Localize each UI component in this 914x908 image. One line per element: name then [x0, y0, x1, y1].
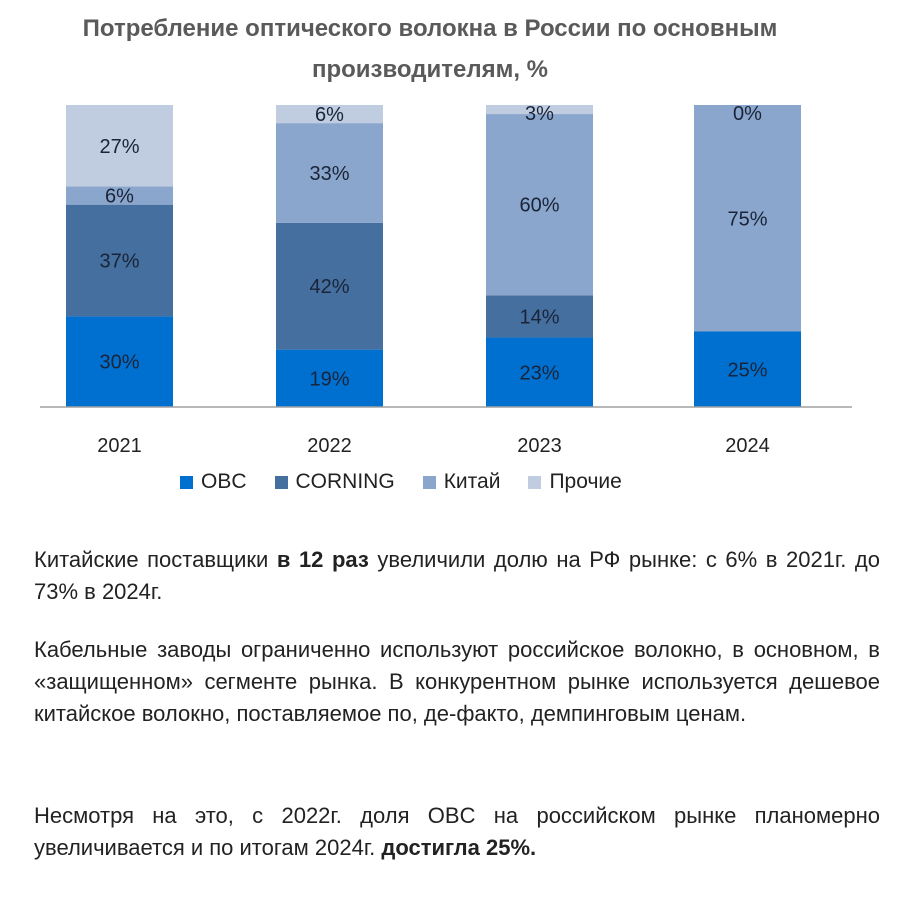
data-label: 27%: [99, 136, 139, 158]
bar-segment-2023-0: [486, 337, 593, 407]
legend-label: Китай: [443, 470, 501, 493]
data-label: 42%: [309, 276, 349, 298]
bar-segment-2022-1: [276, 222, 383, 350]
legend-label: CORNING: [295, 470, 395, 493]
legend: OBC CORNING Китай Прочие: [180, 470, 622, 494]
data-label: 33%: [309, 163, 349, 185]
data-label: 75%: [727, 208, 767, 230]
bar-segment-2021-0: [66, 316, 173, 407]
legend-swatch: [180, 475, 193, 489]
stacked-bar-chart: 30% 37% 6% 27% 2021 19% 42% 33% 6% 2022 23% 14% 60% 3…: [40, 103, 852, 457]
data-label: 25%: [727, 359, 767, 381]
bar-segment-2021-3: [66, 105, 173, 187]
chart-title: Потребление оптического волокна в России…: [82, 15, 778, 83]
legend-item: OBC: [180, 470, 247, 494]
data-label: 23%: [519, 362, 559, 384]
bar-segment-2023-2: [486, 114, 593, 296]
legend-label: OBC: [201, 470, 247, 493]
bar-segment-2023-1: [486, 295, 593, 338]
data-label: 0%: [733, 103, 762, 125]
legend-swatch: [274, 475, 288, 489]
bar-segment-2023-3: [486, 105, 593, 115]
paragraph-china: Китайские поставщики в 12 раз увеличили …: [34, 547, 880, 604]
x-tick-label: 2024: [725, 435, 770, 457]
legend-label: Прочие: [549, 470, 622, 493]
data-label: 3%: [525, 103, 554, 125]
bar-segment-2022-0: [276, 349, 383, 407]
bar-segment-2022-3: [276, 105, 383, 124]
legend-item: CORNING: [274, 470, 395, 494]
legend-swatch: [528, 475, 542, 489]
legend-item: Китай: [422, 470, 501, 494]
data-label: 37%: [99, 251, 139, 273]
bar-segment-2021-2: [66, 186, 173, 205]
bar-segment-2022-2: [276, 123, 383, 223]
paragraph-obc-share: Несмотря на это, с 2022г. доля OBC на ро…: [34, 803, 880, 860]
bar-segment-2021-1: [66, 204, 173, 317]
data-label: 6%: [315, 104, 344, 126]
bar-segment-2024-2: [694, 105, 801, 332]
x-tick-label: 2023: [517, 435, 562, 457]
legend-item: Прочие: [528, 470, 622, 494]
data-label: 6%: [105, 186, 134, 208]
x-tick-label: 2022: [307, 435, 352, 457]
x-tick-label: 2021: [97, 435, 142, 457]
paragraph-cable-plants: Кабельные заводы ограниченно используют …: [34, 637, 880, 726]
data-label: 60%: [519, 195, 559, 217]
data-label: 14%: [519, 306, 559, 328]
data-label: 19%: [309, 368, 349, 390]
data-label: 30%: [99, 352, 139, 374]
bar-segment-2024-0: [694, 331, 801, 407]
legend-swatch: [422, 475, 436, 489]
